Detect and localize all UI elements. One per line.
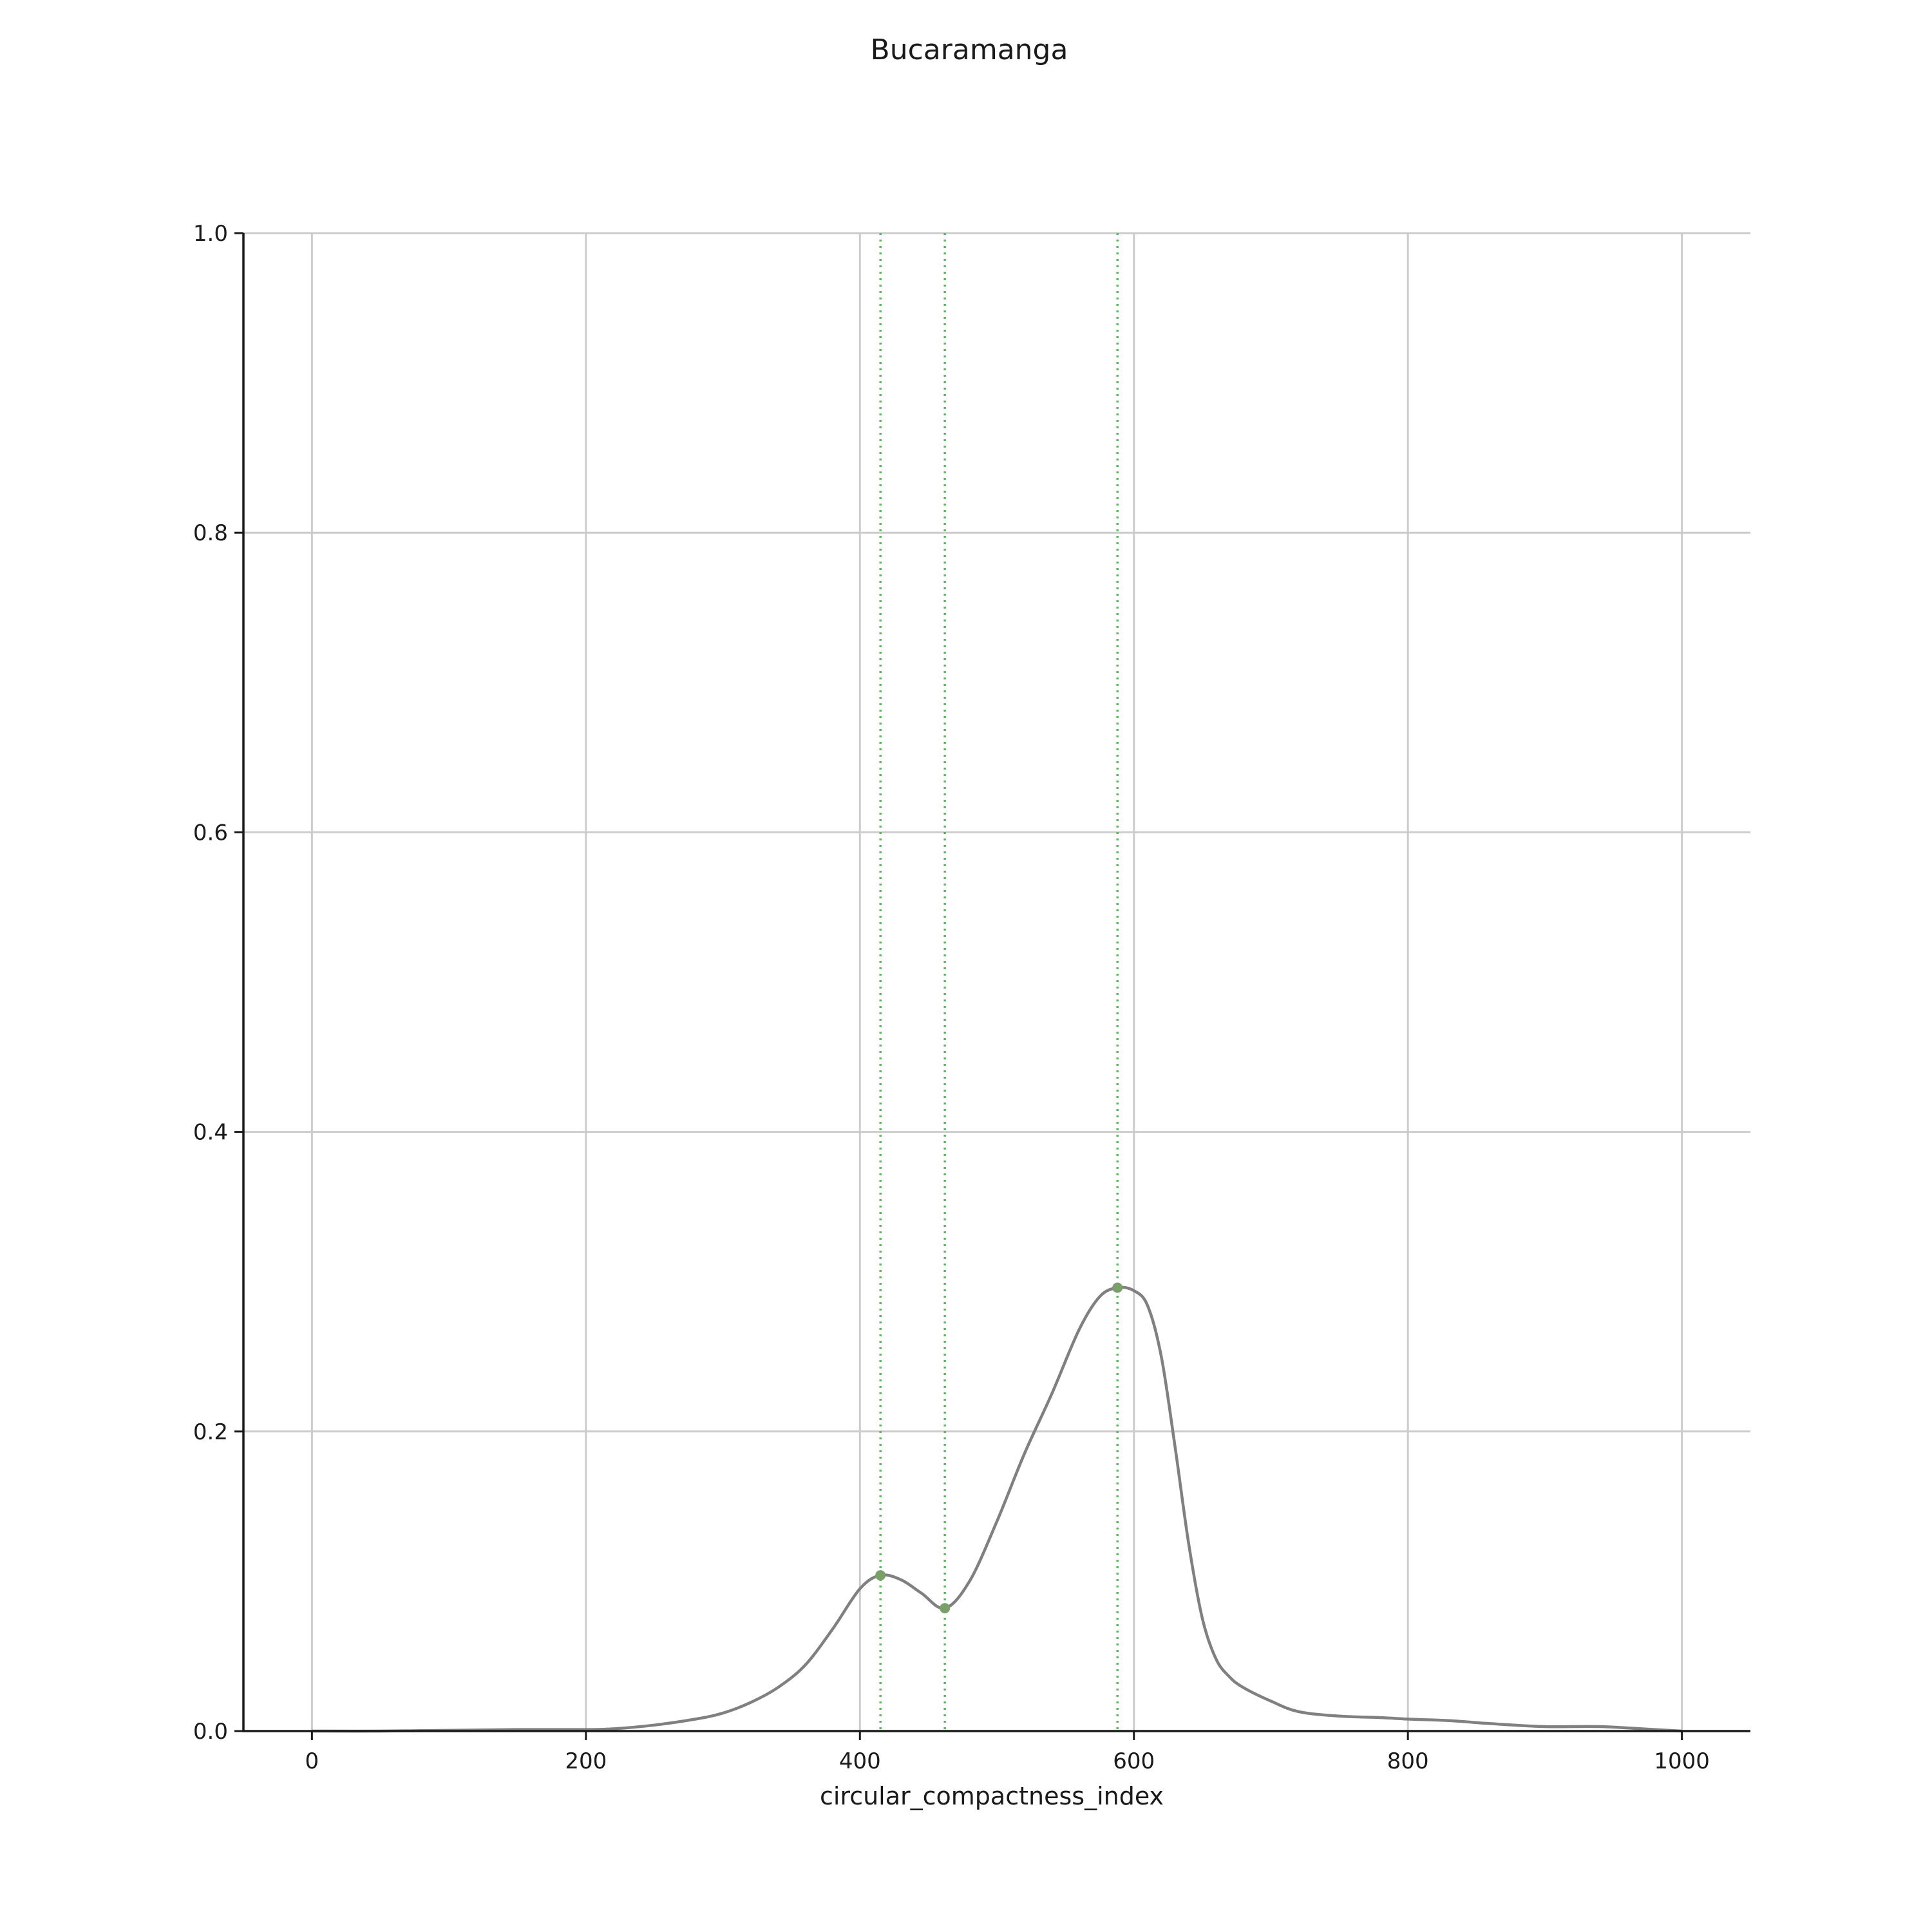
y-tick-label: 1.0 [193, 221, 228, 247]
y-tick-label: 0.0 [193, 1719, 228, 1745]
density-curve [312, 1285, 1682, 1733]
x-axis-title: circular_compactness_index [820, 1782, 1164, 1810]
marker-vlines [879, 233, 1119, 1731]
peak-marker [875, 1570, 886, 1581]
y-tick-label: 0.4 [193, 1120, 228, 1146]
peak-marker [1112, 1282, 1123, 1293]
y-tick-label: 0.8 [193, 520, 228, 546]
x-tick-label: 200 [565, 1748, 607, 1774]
series-layer [312, 1285, 1682, 1733]
x-tick-label: 400 [839, 1748, 881, 1774]
grid-lines [243, 232, 1750, 1732]
y-tick-label: 0.2 [193, 1419, 228, 1445]
axes [234, 232, 1750, 1740]
tick-labels: 0 200 400 600 800 1000 0.0 0.2 0.4 0.6 0.8 1.0 [193, 221, 1710, 1774]
chart-title: Bucaramanga [871, 33, 1068, 66]
marker-points [875, 1282, 1123, 1614]
x-tick-label: 600 [1113, 1748, 1155, 1774]
x-tick-label: 0 [305, 1748, 319, 1774]
y-tick-label: 0.6 [193, 820, 228, 846]
x-tick-label: 1000 [1654, 1748, 1710, 1774]
peak-marker [940, 1603, 951, 1614]
x-tick-label: 800 [1387, 1748, 1429, 1774]
